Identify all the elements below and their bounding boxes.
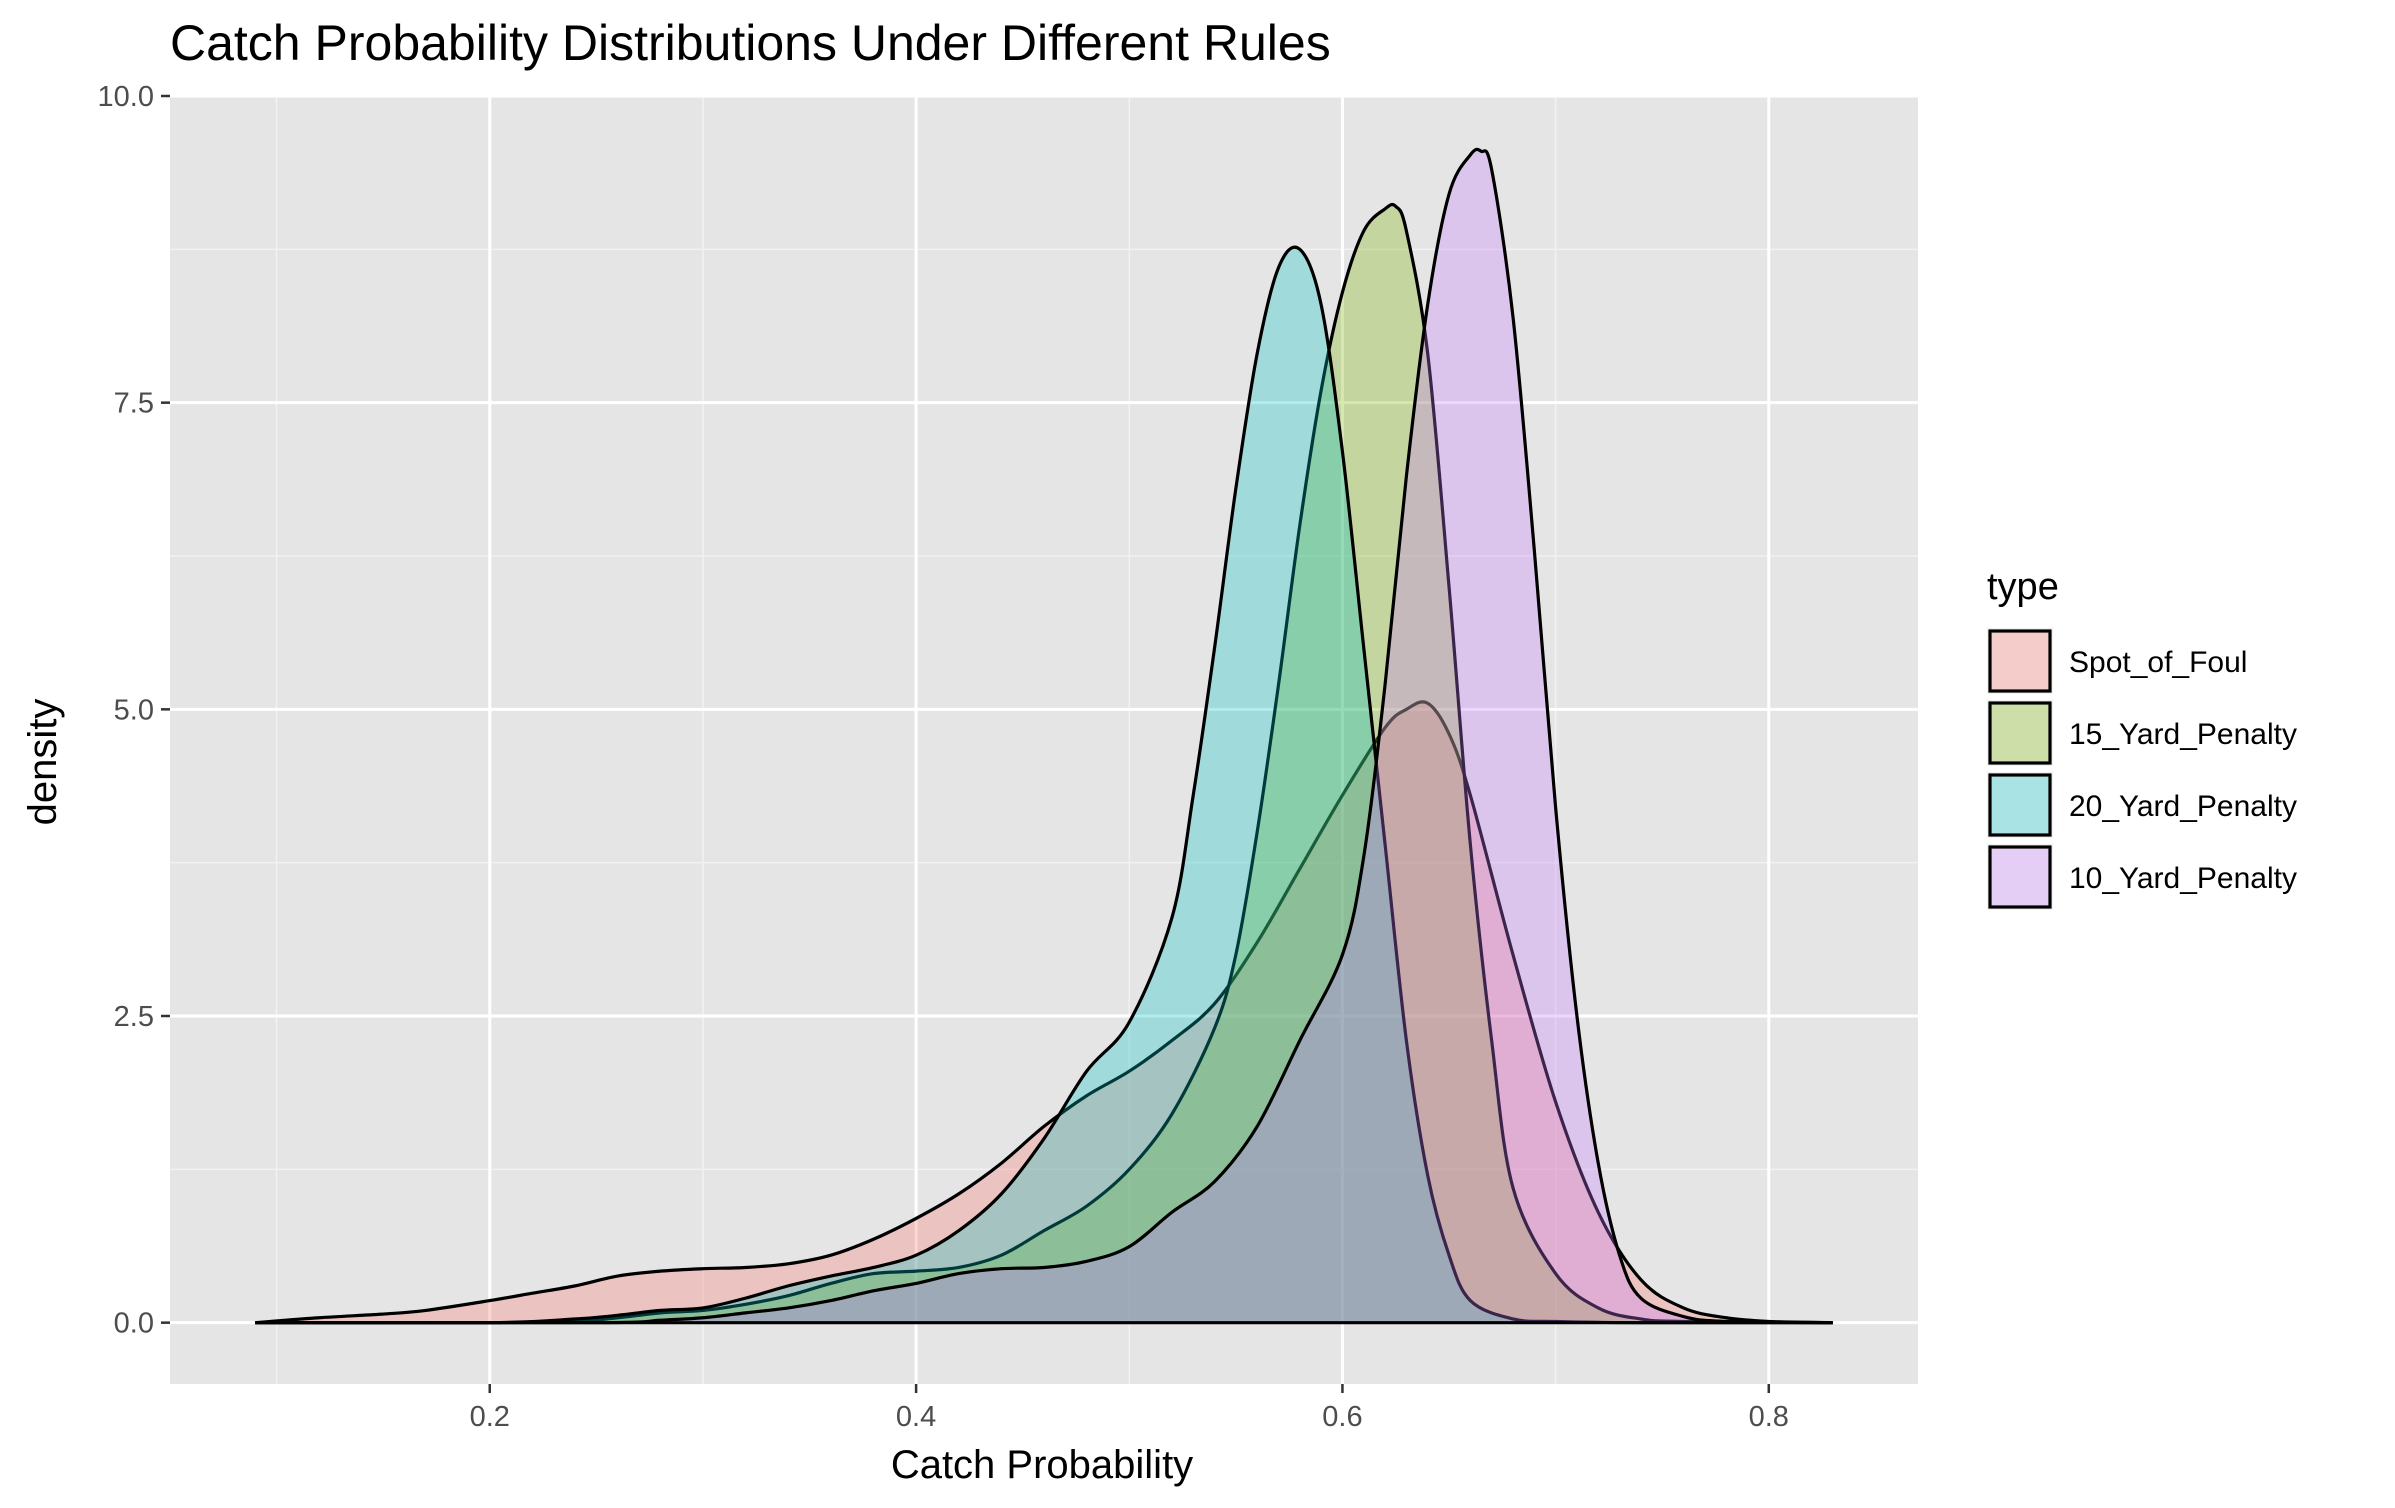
x-axis-title: Catch Probability — [891, 1443, 1193, 1487]
legend-swatch-10-yard-penalty — [1988, 845, 2052, 909]
legend-key-bg — [1987, 772, 2053, 838]
y-axis: 0.0 2.5 5.0 7.5 10.0 — [98, 81, 170, 1340]
y-tick-label: 7.5 — [114, 388, 154, 420]
y-tick-label: 10.0 — [98, 81, 154, 113]
y-tick-label: 2.5 — [114, 1001, 154, 1033]
y-tick-label: 0.0 — [114, 1308, 154, 1340]
legend-key-bg — [1987, 700, 2053, 766]
legend-label-spot-of-foul: Spot_of_Foul — [2069, 646, 2247, 679]
density-areas — [255, 147, 1833, 1325]
chart-title: Catch Probability Distributions Under Di… — [170, 15, 1331, 71]
y-tick-label: 5.0 — [114, 694, 154, 726]
x-tick-label: 0.4 — [896, 1401, 936, 1433]
legend-label-10-yard-penalty: 10_Yard_Penalty — [2069, 862, 2297, 895]
legend-label-20-yard-penalty: 20_Yard_Penalty — [2069, 790, 2297, 823]
density-outline-20-yard-penalty — [255, 245, 1833, 1325]
legend: type Spot_of_Foul 15_Yard_Penalty 20_Yard_… — [1987, 566, 2297, 910]
legend-label-15-yard-penalty: 15_Yard_Penalty — [2069, 718, 2297, 751]
density-outline-15-yard-penalty — [255, 202, 1833, 1325]
x-tick-label: 0.6 — [1322, 1401, 1362, 1433]
x-axis: 0.2 0.4 0.6 0.8 — [470, 1384, 1789, 1433]
density-outline-spot-of-foul — [255, 700, 1833, 1325]
density-area-spot-of-foul — [255, 701, 1833, 1323]
legend-key-bg — [1987, 628, 2053, 694]
density-area-15-yard-penalty — [255, 204, 1833, 1323]
legend-swatch-spot-of-foul — [1988, 629, 2052, 693]
legend-swatch-20-yard-penalty — [1988, 773, 2052, 837]
y-axis-title: density — [21, 699, 65, 826]
grid-minor — [170, 96, 1918, 1384]
legend-swatch-15-yard-penalty — [1988, 701, 2052, 765]
legend-title: type — [1987, 566, 2059, 608]
density-area-10-yard-penalty — [255, 149, 1833, 1323]
density-outline-10-yard-penalty — [255, 147, 1833, 1325]
x-tick-label: 0.8 — [1749, 1401, 1789, 1433]
legend-key-bg — [1987, 844, 2053, 910]
x-tick-label: 0.2 — [470, 1401, 510, 1433]
